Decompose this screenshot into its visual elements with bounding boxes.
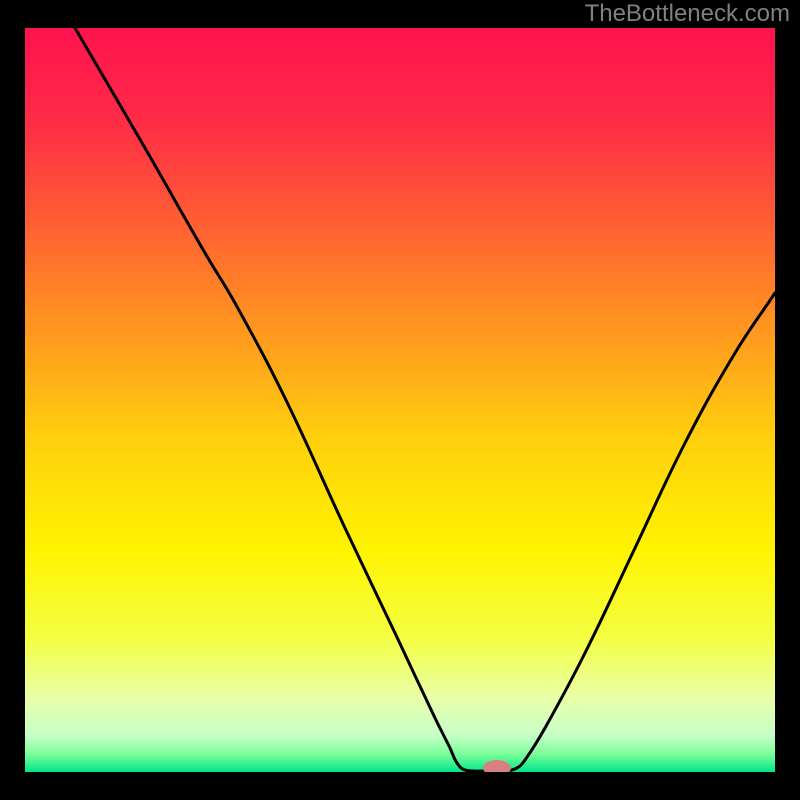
chart-container: TheBottleneck.com bbox=[0, 0, 800, 800]
attribution-label: TheBottleneck.com bbox=[585, 0, 790, 28]
bottleneck-chart bbox=[25, 28, 775, 772]
gradient-background bbox=[25, 28, 775, 772]
plot-area bbox=[25, 28, 775, 772]
